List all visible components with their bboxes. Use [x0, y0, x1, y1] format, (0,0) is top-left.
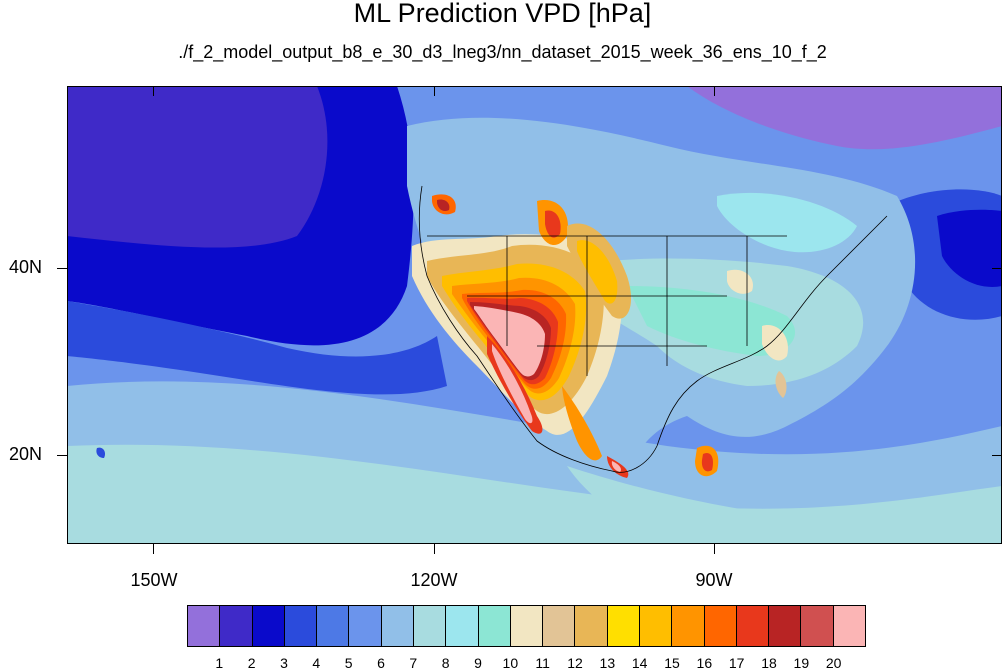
lon-label-150w: 150W: [130, 570, 178, 590]
colorbar-cell: [801, 606, 834, 646]
lon-tick: [153, 544, 154, 554]
colorbar-cell: [510, 606, 544, 646]
colorbar-label: 17: [728, 655, 745, 671]
colorbar-cell: [188, 606, 221, 646]
colorbar-cell: [607, 606, 640, 646]
colorbar-label: 13: [599, 655, 616, 671]
colorbar-cell: [769, 606, 802, 646]
colorbar-label: 14: [631, 655, 648, 671]
lon-label-120w: 120W: [410, 570, 458, 590]
colorbar-label: 8: [441, 655, 450, 671]
plot-subtitle: ./f_2_model_output_b8_e_30_d3_lneg3/nn_d…: [178, 42, 827, 62]
colorbar-label: 4: [312, 655, 321, 671]
colorbar-cell: [736, 606, 770, 646]
lon-tick: [153, 86, 154, 96]
colorbar-label: 12: [567, 655, 583, 671]
lon-tick: [434, 86, 435, 96]
colorbar-label: 18: [761, 655, 777, 671]
vpd-field: [67, 86, 1002, 544]
colorbar-cell: [833, 606, 865, 646]
colorbar-label: 15: [664, 655, 680, 671]
colorbar-cell: [349, 606, 382, 646]
lon-tick: [714, 86, 715, 96]
colorbar-label: 7: [409, 655, 418, 671]
colorbar-cell: [220, 606, 253, 646]
colorbar-cell: [543, 606, 576, 646]
lat-label-20n: 20N: [8, 444, 42, 464]
colorbar-label: 2: [247, 655, 256, 671]
colorbar-cell: [317, 606, 350, 646]
colorbar: [187, 605, 866, 647]
colorbar-label: 6: [377, 655, 385, 671]
colorbar-cell: [252, 606, 285, 646]
lat-tick: [992, 455, 1002, 456]
lon-tick: [434, 544, 435, 554]
plot-title: ML Prediction VPD [hPa]: [353, 0, 652, 28]
lat-tick: [57, 455, 67, 456]
colorbar-label: 20: [825, 655, 842, 671]
colorbar-label: 5: [344, 655, 353, 671]
colorbar-label: 11: [535, 655, 550, 671]
colorbar-cell: [446, 606, 479, 646]
colorbar-cell: [575, 606, 608, 646]
colorbar-label: 10: [502, 655, 519, 671]
colorbar-label: 19: [793, 655, 810, 671]
lat-label-40n: 40N: [8, 257, 42, 277]
colorbar-cell: [284, 606, 318, 646]
colorbar-label: 9: [474, 655, 482, 671]
colorbar-cell: [478, 606, 511, 646]
colorbar-cell: [413, 606, 447, 646]
colorbar-cell: [639, 606, 673, 646]
colorbar-label: 16: [696, 655, 713, 671]
colorbar-label: 3: [280, 655, 288, 671]
colorbar-label: 1: [215, 655, 224, 671]
colorbar-cell: [381, 606, 414, 646]
lat-tick: [57, 268, 67, 269]
lat-tick: [992, 268, 1002, 269]
lon-label-90w: 90W: [695, 570, 733, 590]
colorbar-cell: [672, 606, 705, 646]
colorbar-cell: [704, 606, 737, 646]
vpd-map: [67, 86, 1002, 544]
lon-tick: [714, 544, 715, 554]
